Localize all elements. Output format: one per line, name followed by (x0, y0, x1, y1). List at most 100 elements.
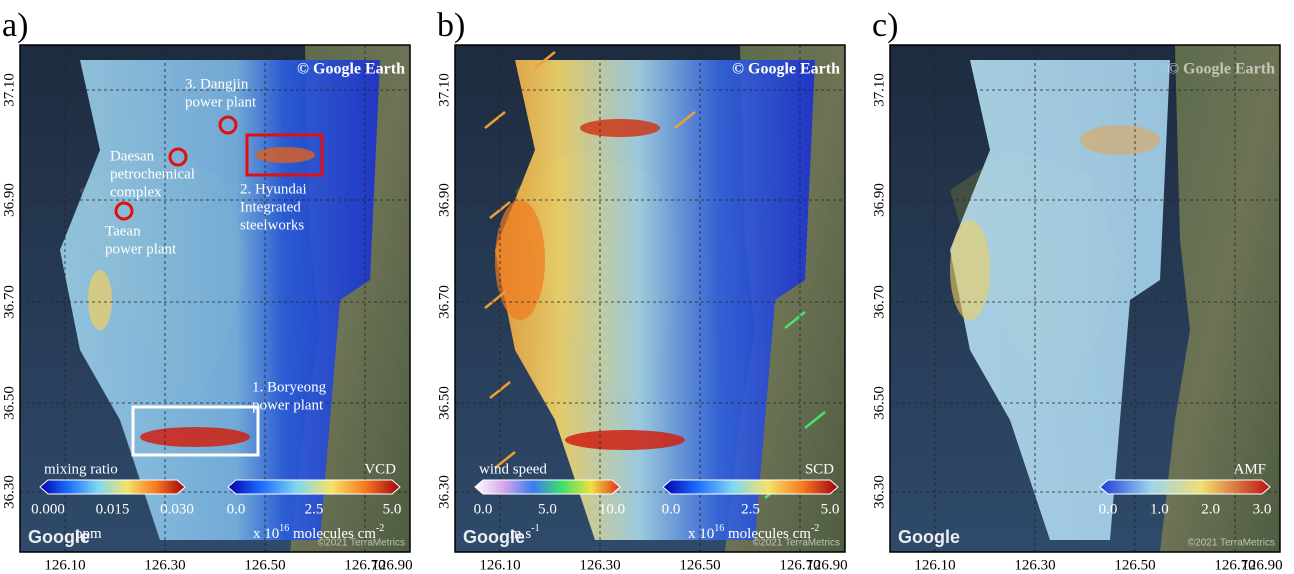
annotation: power plant (252, 397, 324, 413)
annotation: Taean (105, 223, 141, 239)
lon-tick-label: 126.30 (144, 557, 185, 573)
lon-tick-label: 126.90 (371, 557, 412, 573)
colorbar-title: mixing ratio (44, 461, 118, 477)
credit: © Google Earth (297, 61, 405, 78)
credit: © Google Earth (732, 61, 840, 78)
lon-tick-label: 126.50 (679, 557, 720, 573)
colorbar-tick-label: 0.000 (31, 501, 65, 517)
unit-part: -2 (376, 523, 384, 534)
annotation: steelworks (240, 217, 304, 233)
lat-tick-label: 36.90 (1, 183, 17, 217)
colorbar-unit: x 1016 molecules cm-2 (253, 523, 384, 542)
colorbar-tick-label: 2.0 (1201, 501, 1220, 517)
annotation: petrochemical (110, 166, 195, 182)
colorbar-title: VCD (364, 461, 396, 477)
lat-tick-label: 36.90 (436, 183, 452, 217)
colorbar (1100, 480, 1270, 494)
colorbar (40, 480, 185, 494)
colorbar-unit: x 1016 molecules cm-2 (688, 523, 819, 542)
map-panel: 37.10 36.90 36.70 36.50 36.30 126.10 126.30 126… (871, 45, 1282, 573)
colorbar-tick-label: 1.0 (1150, 501, 1169, 517)
plume (255, 147, 315, 163)
colorbar-tick-label: 3.0 (1253, 501, 1272, 517)
annotation: 3. Dangjin (185, 76, 249, 92)
lon-tick-label: 126.30 (579, 557, 620, 573)
unit-part: ppm (75, 526, 102, 542)
unit-part: -1 (531, 523, 539, 534)
page: 37.10 36.90 36.70 36.50 36.30 126.10 126.30 126… (0, 0, 1294, 574)
lat-tick-label: 36.30 (436, 475, 452, 509)
panel-label: a) (2, 7, 28, 44)
lat-tick-label: 37.10 (436, 73, 452, 107)
colorbar-unit: ppm (75, 526, 102, 542)
unit-part: x 10 (253, 526, 279, 542)
annotation: 2. Hyundai (240, 181, 307, 197)
lat-tick-label: 36.50 (1, 386, 17, 420)
lon-tick-label: 126.10 (479, 557, 520, 573)
unit-part: molecules cm (724, 526, 811, 542)
colorbar-tick-label: 0.0 (1099, 501, 1118, 517)
annotation: power plant (105, 241, 177, 257)
colorbar-tick-label: 0.030 (160, 501, 194, 517)
lat-tick-label: 37.10 (1, 73, 17, 107)
colorbar-tick-label: 0.015 (96, 501, 130, 517)
plume (495, 200, 545, 320)
colorbar-tick-label: 2.5 (741, 501, 760, 517)
annotation: Daesan (110, 148, 155, 164)
lon-tick-label: 126.90 (1241, 557, 1282, 573)
panel-label: c) (872, 7, 898, 44)
plume (565, 430, 685, 450)
colorbar-title: AMF (1233, 461, 1266, 477)
colorbar-tick-label: 0.0 (474, 501, 493, 517)
lon-tick-label: 126.50 (1114, 557, 1155, 573)
colorbar-tick-label: 5.0 (538, 501, 557, 517)
colorbar (228, 480, 400, 494)
lat-tick-label: 36.70 (1, 285, 17, 319)
unit-part: -2 (811, 523, 819, 534)
figure: 37.10 36.90 36.70 36.50 36.30 126.10 126.30 126… (0, 0, 1294, 574)
unit-part: molecules cm (289, 526, 376, 542)
lon-tick-label: 126.10 (44, 557, 85, 573)
lat-tick-label: 36.50 (871, 386, 887, 420)
unit-part: m s (510, 526, 531, 542)
plume (140, 427, 250, 447)
credit: © Google Earth (1167, 61, 1275, 78)
colorbar-title: SCD (805, 461, 834, 477)
lat-tick-label: 36.30 (1, 475, 17, 509)
amf-patch (1080, 125, 1160, 155)
lat-tick-label: 37.10 (871, 73, 887, 107)
annotation: complex (110, 184, 162, 200)
unit-part: 16 (279, 523, 289, 534)
annotation: Integrated (240, 199, 301, 215)
plume (580, 119, 660, 137)
colorbar-tick-label: 5.0 (821, 501, 840, 517)
unit-part: x 10 (688, 526, 714, 542)
colorbar-tick-label: 0.0 (227, 501, 246, 517)
panel-label: b) (437, 7, 465, 44)
plume (88, 270, 112, 330)
colorbar-tick-label: 10.0 (599, 501, 625, 517)
watermark: Google (898, 527, 960, 547)
colorbar-title: wind speed (479, 461, 547, 477)
imagery-credit: ©2021 TerraMetrics (1188, 538, 1275, 549)
lat-tick-label: 36.30 (871, 475, 887, 509)
map-panel: 37.10 36.90 36.70 36.50 36.30 126.10 126.30 126… (436, 45, 847, 573)
lat-tick-label: 36.90 (871, 183, 887, 217)
lon-tick-label: 126.30 (1014, 557, 1055, 573)
unit-part: 16 (714, 523, 724, 534)
lon-tick-label: 126.90 (806, 557, 847, 573)
annotation: 1. Boryeong (252, 379, 327, 395)
annotation: power plant (185, 94, 257, 110)
colorbar (663, 480, 838, 494)
lat-tick-label: 36.70 (871, 285, 887, 319)
colorbar-tick-label: 5.0 (383, 501, 402, 517)
lon-tick-label: 126.50 (244, 557, 285, 573)
lat-tick-label: 36.50 (436, 386, 452, 420)
colorbar-tick-label: 2.5 (305, 501, 324, 517)
lat-tick-label: 36.70 (436, 285, 452, 319)
amf-patch (950, 220, 990, 320)
colorbar-tick-label: 0.0 (662, 501, 681, 517)
colorbar (475, 480, 620, 494)
lon-tick-label: 126.10 (914, 557, 955, 573)
map-panel: 37.10 36.90 36.70 36.50 36.30 126.10 126.30 126… (1, 45, 412, 573)
